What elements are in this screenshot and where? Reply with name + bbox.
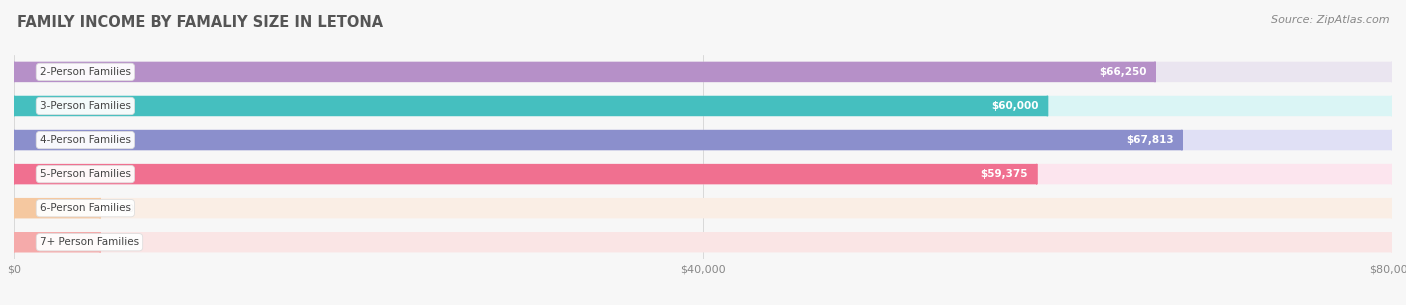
Text: Source: ZipAtlas.com: Source: ZipAtlas.com bbox=[1271, 15, 1389, 25]
FancyBboxPatch shape bbox=[14, 62, 1392, 82]
FancyBboxPatch shape bbox=[14, 96, 1392, 116]
Text: 7+ Person Families: 7+ Person Families bbox=[39, 237, 139, 247]
Text: FAMILY INCOME BY FAMALIY SIZE IN LETONA: FAMILY INCOME BY FAMALIY SIZE IN LETONA bbox=[17, 15, 382, 30]
FancyBboxPatch shape bbox=[14, 130, 1392, 150]
Text: $60,000: $60,000 bbox=[991, 101, 1039, 111]
FancyBboxPatch shape bbox=[14, 164, 1392, 184]
FancyBboxPatch shape bbox=[14, 164, 1036, 184]
FancyBboxPatch shape bbox=[14, 232, 100, 253]
FancyBboxPatch shape bbox=[14, 96, 1047, 116]
FancyBboxPatch shape bbox=[14, 130, 1182, 150]
Text: 4-Person Families: 4-Person Families bbox=[39, 135, 131, 145]
Text: 2-Person Families: 2-Person Families bbox=[39, 67, 131, 77]
Text: $0: $0 bbox=[121, 237, 134, 247]
Text: $66,250: $66,250 bbox=[1099, 67, 1146, 77]
Text: 3-Person Families: 3-Person Families bbox=[39, 101, 131, 111]
Text: $59,375: $59,375 bbox=[980, 169, 1028, 179]
FancyBboxPatch shape bbox=[14, 62, 1156, 82]
Text: 5-Person Families: 5-Person Families bbox=[39, 169, 131, 179]
Text: $0: $0 bbox=[121, 203, 134, 213]
FancyBboxPatch shape bbox=[14, 232, 1392, 253]
FancyBboxPatch shape bbox=[14, 198, 100, 218]
Text: $67,813: $67,813 bbox=[1126, 135, 1174, 145]
Text: 6-Person Families: 6-Person Families bbox=[39, 203, 131, 213]
FancyBboxPatch shape bbox=[14, 198, 1392, 218]
